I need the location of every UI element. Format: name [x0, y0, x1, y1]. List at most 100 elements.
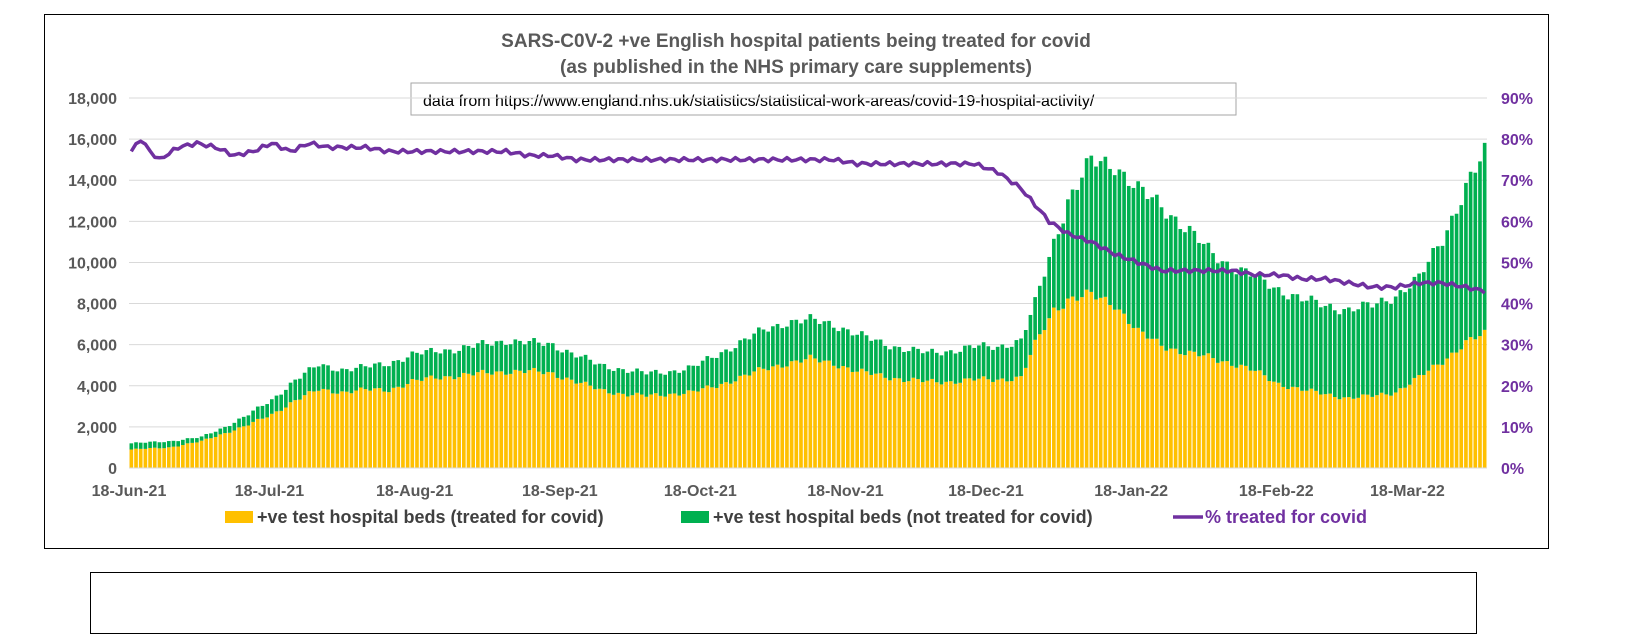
bar-not-treated [162, 442, 166, 449]
bar-not-treated [513, 339, 518, 370]
bar-not-treated [499, 340, 504, 372]
bar-not-treated [1089, 155, 1094, 292]
bar-treated [1150, 338, 1155, 468]
bar-treated [1318, 394, 1323, 468]
bar-treated [944, 381, 948, 468]
bar-treated [1145, 338, 1150, 468]
bar-not-treated [785, 326, 789, 367]
chart-title-line1: SARS-C0V-2 +ve English hospital patients… [501, 31, 1091, 52]
bar-treated [181, 445, 185, 468]
bar-treated [410, 379, 415, 468]
bar-treated [803, 359, 808, 468]
bar-not-treated [653, 369, 658, 394]
bar-not-treated [349, 371, 354, 394]
bar-treated [1089, 291, 1094, 468]
bar-treated [747, 375, 752, 468]
bar-treated [251, 421, 255, 468]
bar-not-treated [799, 323, 803, 363]
bar-treated [1412, 377, 1417, 468]
bar-not-treated [1286, 299, 1290, 390]
bar-not-treated [396, 360, 401, 387]
bar-not-treated [668, 371, 672, 394]
bar-treated [382, 391, 387, 468]
bar-not-treated [1187, 225, 1192, 351]
bar-not-treated [181, 439, 185, 446]
bar-treated [874, 373, 878, 468]
bar-treated [499, 371, 504, 468]
bar-not-treated [438, 353, 443, 380]
bar-treated [860, 368, 864, 468]
bar-not-treated [1112, 175, 1117, 310]
bar-not-treated [316, 366, 321, 391]
bar-treated [1201, 355, 1206, 468]
bar-not-treated [864, 335, 869, 372]
bar-treated [1347, 397, 1351, 468]
bar-not-treated [405, 357, 410, 384]
bar-treated [171, 446, 176, 468]
bar-not-treated [321, 364, 326, 389]
bar-not-treated [953, 353, 958, 384]
bar-not-treated [841, 327, 845, 367]
bar-not-treated [1473, 172, 1478, 340]
bar-treated [696, 391, 700, 468]
bar-not-treated [1206, 242, 1211, 354]
bar-treated [1403, 387, 1407, 468]
bar-treated [705, 385, 710, 468]
bar-treated [569, 379, 574, 468]
bar-not-treated [1323, 305, 1328, 395]
bar-treated [1454, 352, 1459, 468]
bar-treated [897, 378, 902, 468]
bar-treated [864, 371, 869, 468]
bar-treated [639, 394, 644, 468]
bar-not-treated [593, 364, 597, 390]
bar-not-treated [134, 442, 138, 449]
bar-treated [1314, 390, 1318, 468]
bar-not-treated [1009, 346, 1014, 382]
bar-not-treated [1337, 314, 1342, 400]
bar-treated [831, 365, 836, 468]
bar-treated [307, 391, 312, 468]
bar-not-treated [1052, 238, 1056, 308]
bar-not-treated [700, 360, 705, 389]
bar-treated [780, 367, 785, 468]
bar-not-treated [757, 327, 761, 368]
bar-treated [541, 374, 546, 468]
bar-treated [1375, 395, 1379, 468]
bar-treated [1379, 392, 1384, 468]
bar-treated [396, 386, 401, 468]
right-axis-tick-label: 0% [1501, 461, 1524, 478]
bar-treated [237, 427, 241, 468]
bar-treated [1450, 352, 1454, 468]
bar-not-treated [789, 320, 794, 362]
bar-treated [401, 387, 405, 468]
bar-treated [766, 370, 771, 468]
bar-not-treated [1398, 290, 1403, 389]
bar-treated [1215, 362, 1220, 468]
bar-treated [757, 367, 761, 468]
bar-treated [771, 366, 775, 468]
bar-treated [466, 373, 471, 468]
legend-swatch [681, 511, 709, 523]
bar-treated [841, 366, 845, 468]
bar-not-treated [190, 438, 195, 443]
bar-treated [241, 426, 246, 468]
bar-treated [878, 373, 883, 468]
bar-not-treated [724, 349, 728, 383]
bar-not-treated [719, 352, 724, 384]
bar-treated [1323, 394, 1328, 468]
bar-treated [738, 375, 742, 468]
bar-not-treated [335, 371, 340, 394]
bar-not-treated [1267, 288, 1272, 381]
bar-not-treated [995, 346, 1000, 380]
bar-not-treated [461, 345, 466, 373]
bar-not-treated [358, 364, 363, 388]
bar-not-treated [677, 372, 682, 396]
bar-not-treated [1178, 229, 1183, 355]
bar-not-treated [1347, 307, 1351, 398]
bar-not-treated [1056, 234, 1061, 311]
bar-not-treated [761, 329, 766, 369]
bar-treated [405, 383, 410, 468]
bar-not-treated [1309, 295, 1314, 389]
bar-not-treated [1192, 230, 1197, 352]
bar-not-treated [485, 344, 490, 374]
